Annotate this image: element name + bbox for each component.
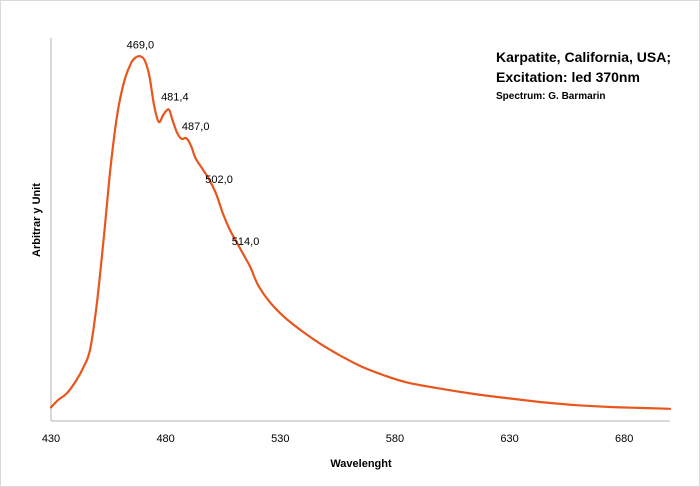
x-tick-label: 580	[386, 433, 404, 445]
peak-label: 487,0	[182, 121, 210, 133]
x-tick-label: 530	[271, 433, 289, 445]
y-axis-title: Arbitrar y Unit	[31, 183, 43, 257]
x-axis-title: Wavelenght	[330, 458, 392, 470]
peak-label: 502,0	[205, 174, 233, 186]
chart-title-line-1: Karpatite, California, USA;	[496, 49, 671, 65]
chart-title-line-2: Excitation: led 370nm	[496, 69, 640, 85]
series-line	[49, 54, 672, 410]
chart-subtitle: Spectrum: G. Barmarin	[496, 91, 605, 102]
peak-labels: 469,0 481,4 487,0 502,0 514,0	[127, 39, 260, 248]
peak-label: 469,0	[127, 39, 155, 51]
x-tick-label: 480	[156, 433, 174, 445]
x-tick-label: 430	[42, 433, 60, 445]
peak-label: 514,0	[232, 236, 260, 248]
x-tick-label: 630	[500, 433, 518, 445]
x-tick-label: 680	[615, 433, 633, 445]
axes	[50, 38, 670, 422]
peak-label: 481,4	[161, 91, 189, 103]
x-tick-labels: 430 480 530 580 630 680	[42, 433, 634, 445]
